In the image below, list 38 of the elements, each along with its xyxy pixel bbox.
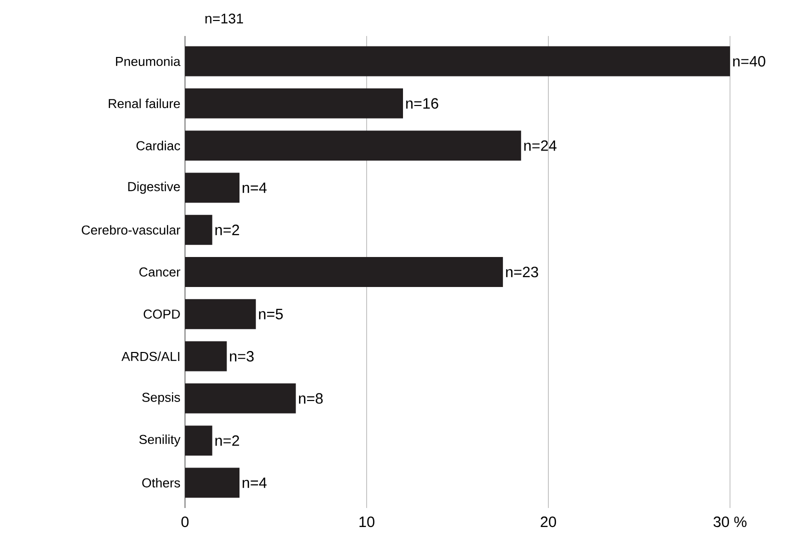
bar: [185, 130, 522, 161]
y-tick-label: COPD: [144, 310, 180, 319]
bar: [185, 341, 227, 372]
annotation: n=24: [524, 140, 557, 151]
y-tick-label: ARDS/ALI: [121, 352, 180, 362]
annotation: n=40: [733, 56, 766, 67]
y-tick-label: Sepsis: [142, 392, 180, 404]
x-tick-label: 10: [360, 516, 374, 528]
annotation: n=2: [215, 224, 240, 236]
bar: [185, 468, 240, 498]
y-tick-label: Others: [142, 478, 180, 488]
bar: [185, 172, 240, 203]
bar: [185, 88, 404, 118]
y-tick-label: Pneumonia: [116, 56, 180, 66]
bar: [185, 46, 730, 76]
text: n=131: [205, 14, 244, 24]
bar: [185, 383, 296, 414]
y-tick-label: Renal failure: [108, 98, 180, 108]
annotation: n=4: [242, 478, 267, 488]
annotation: n=8: [299, 393, 323, 404]
annotation: n=2: [215, 435, 240, 446]
x-tick-label: 0: [181, 516, 189, 528]
y-tick-label: Cerebro-vascular: [82, 225, 180, 235]
annotation: n=23: [506, 266, 538, 278]
annotation: n=3: [230, 350, 254, 362]
annotation: n=4: [242, 182, 267, 193]
y-tick-label: Cancer: [139, 267, 180, 277]
x-tick-label: 30 %: [714, 516, 746, 528]
annotation: n=5: [259, 308, 283, 320]
y-tick-label: Senility: [139, 434, 180, 447]
bar: [185, 426, 212, 456]
x-tick-label: 20: [540, 516, 556, 528]
y-tick-label: Digestive: [128, 182, 180, 194]
y-tick-label: Cardiac: [136, 140, 180, 150]
annotation: n=16: [406, 98, 438, 109]
bar: [185, 214, 212, 245]
bar: [185, 257, 503, 288]
bar: [185, 299, 256, 330]
